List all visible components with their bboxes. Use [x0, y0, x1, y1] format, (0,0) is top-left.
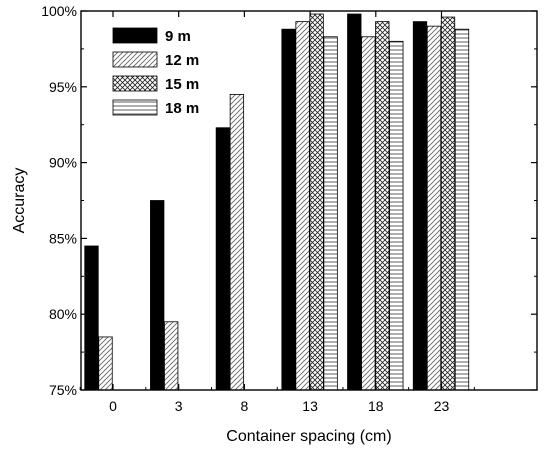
legend: 9 m 12 m 15 m 18 m — [112, 27, 199, 117]
bar-12m-18 — [361, 36, 376, 391]
y-tick-label: 100% — [41, 3, 77, 19]
bar-15m-13 — [309, 13, 324, 391]
x-tick-label: 3 — [175, 398, 183, 414]
y-tick-label: 85% — [49, 230, 77, 246]
bar-15m-18 — [375, 21, 390, 391]
legend-swatch-15m — [112, 75, 158, 92]
bar-12m-0 — [98, 336, 113, 391]
bar-18m-13 — [323, 36, 338, 391]
bar-9m-23 — [412, 21, 428, 391]
bars-layer — [84, 13, 470, 391]
bar-12m-8 — [229, 93, 245, 391]
bar-9m-18 — [347, 13, 362, 391]
bar-9m-0 — [84, 245, 99, 391]
x-tick-label: 13 — [302, 398, 318, 414]
bar-9m-13 — [281, 28, 296, 391]
legend-swatch-9m — [112, 27, 158, 44]
legend-label: 15 m — [165, 76, 199, 93]
x-tick-label: 18 — [368, 398, 384, 414]
bar-9m-3 — [150, 200, 165, 391]
y-tick-label: 75% — [49, 382, 77, 398]
bar-9m-8 — [215, 127, 231, 391]
bar-12m-3 — [164, 321, 179, 391]
x-tick-label: 8 — [241, 398, 249, 414]
axes-layer: 75% 80% 85% 90% 95% 100% 0 3 8 13 18 23 — [41, 3, 538, 414]
legend-label: 18 m — [165, 100, 199, 117]
bar-18m-18 — [389, 40, 404, 391]
bar-12m-23 — [426, 25, 442, 391]
y-tick-label: 80% — [49, 306, 77, 322]
bar-18m-23 — [454, 28, 470, 391]
x-axis-label: Container spacing (cm) — [226, 428, 391, 445]
legend-swatch-18m — [112, 99, 158, 116]
y-tick-label: 95% — [49, 79, 77, 95]
bar-12m-13 — [295, 21, 310, 391]
x-tick-label: 0 — [109, 398, 117, 414]
legend-swatch-12m — [112, 51, 158, 68]
x-tick-label: 23 — [434, 398, 450, 414]
y-axis-label: Accuracy — [11, 168, 28, 234]
y-tick-label: 90% — [49, 155, 77, 171]
legend-label: 9 m — [165, 28, 191, 45]
bar-15m-23 — [440, 16, 456, 391]
legend-label: 12 m — [165, 52, 199, 69]
